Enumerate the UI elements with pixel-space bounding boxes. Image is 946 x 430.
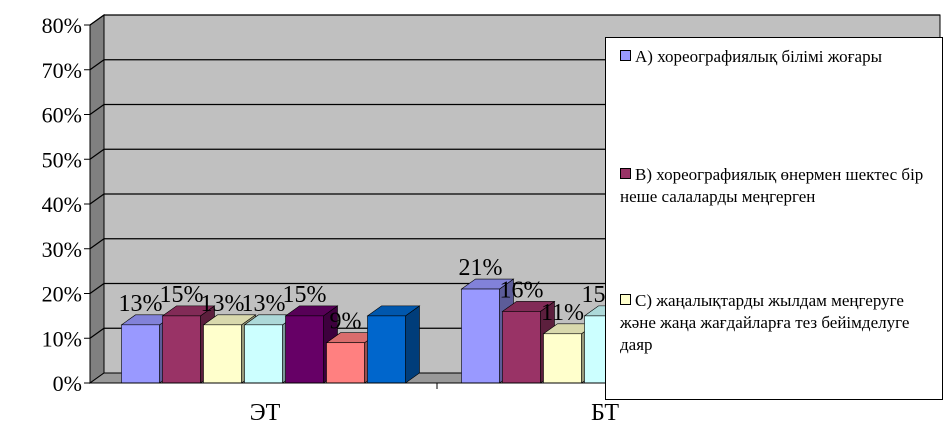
x-tick-label: ЭТ: [250, 400, 281, 426]
legend-item-b: В) хореографиялық өнермен шектес бір неш…: [620, 164, 936, 208]
legend-swatch-b: [620, 168, 631, 179]
legend-swatch-a: [620, 50, 631, 61]
y-tick-label: 20%: [42, 282, 82, 307]
data-label: 21%: [459, 255, 503, 281]
bar-front: [244, 324, 283, 384]
data-label: 9%: [330, 309, 362, 335]
data-label: 16%: [500, 277, 544, 303]
bar-side: [405, 305, 420, 384]
bar-front: [502, 311, 541, 384]
y-tick-label: 80%: [42, 13, 82, 38]
data-label: 15%: [283, 282, 327, 308]
legend: А) хореографиялық білімі жоғары В) хорео…: [605, 37, 943, 400]
data-label: 11%: [541, 300, 584, 326]
data-label: 13%: [201, 291, 245, 317]
y-tick-label: 70%: [42, 58, 82, 83]
y-tick-label: 0%: [53, 371, 82, 396]
data-label: 15%: [160, 282, 204, 308]
bar-front: [285, 315, 324, 384]
bar-front: [543, 333, 582, 384]
legend-label-b: В) хореографиялық өнермен шектес бір неш…: [620, 165, 924, 206]
bar-front: [121, 324, 160, 384]
legend-label-c: С) жаңалықтарды жылдам меңгеруге және жа…: [620, 291, 910, 354]
x-tick-label: БТ: [591, 400, 619, 426]
bar-front: [162, 315, 201, 384]
bar-front: [367, 315, 406, 384]
bar: [366, 305, 421, 384]
legend-swatch-c: [620, 294, 631, 305]
y-tick-label: 30%: [42, 237, 82, 262]
bar-front: [326, 342, 365, 384]
gridline: [89, 14, 940, 26]
y-tick-label: 40%: [42, 192, 82, 217]
y-tick-label: 60%: [42, 103, 82, 128]
legend-item-a: А) хореографиялық білімі жоғары: [620, 46, 936, 68]
legend-item-c: С) жаңалықтарды жылдам меңгеруге және жа…: [620, 290, 936, 356]
bar-front: [461, 288, 500, 384]
y-tick-label: 10%: [42, 326, 82, 351]
data-label: 13%: [242, 291, 286, 317]
data-label: 13%: [119, 291, 163, 317]
bar-front: [203, 324, 242, 384]
legend-label-a: А) хореографиялық білімі жоғары: [635, 47, 883, 66]
y-tick-label: 50%: [42, 147, 82, 172]
y-axis-tick-labels: 0% 10% 20% 30% 40% 50% 60% 70% 80%: [42, 13, 90, 396]
